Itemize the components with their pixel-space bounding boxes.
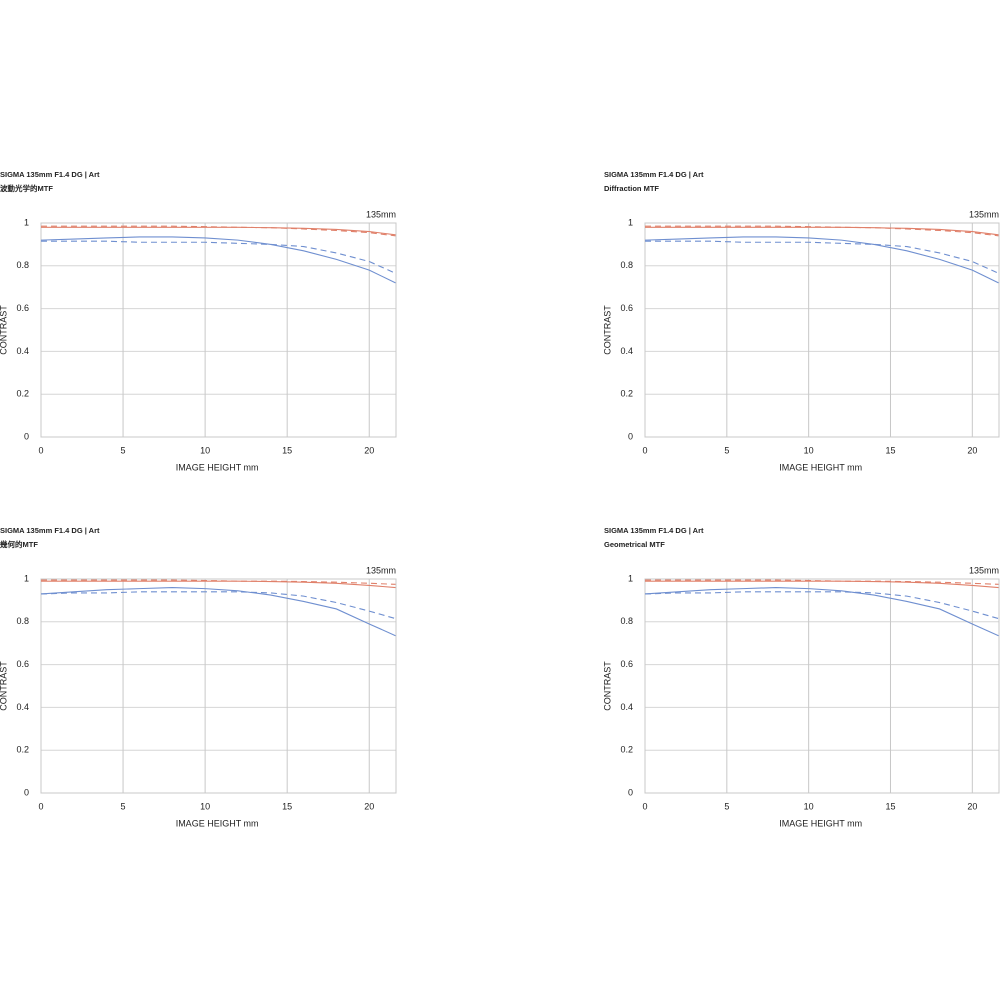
y-tick-label: 0 [628, 787, 633, 797]
y-axis-label: CONTRAST [0, 305, 8, 355]
line-series [40, 591, 396, 620]
y-tick-label: 0.8 [620, 260, 633, 270]
annotation: 135mm [366, 209, 396, 219]
chart-title: SIGMA 135mm F1.4 DG | Art [0, 526, 100, 535]
line-series [645, 579, 999, 585]
y-tick-label: 0.6 [620, 659, 633, 669]
x-tick-label: 10 [200, 801, 210, 811]
y-tick-label: 0.2 [16, 745, 29, 755]
chart-title: SIGMA 135mm F1.4 DG | Art [604, 526, 704, 535]
y-tick-label: 0.2 [620, 389, 633, 399]
line-series [41, 579, 396, 585]
x-tick-label: 5 [724, 445, 729, 455]
chart-title: SIGMA 135mm F1.4 DG | Art [604, 170, 704, 179]
line-series [645, 225, 999, 237]
line-series [41, 225, 396, 237]
y-tick-label: 1 [24, 573, 29, 583]
plot-frame [40, 222, 397, 438]
x-tick-label: 0 [642, 445, 647, 455]
x-axis-label: IMAGE HEIGHT mm [176, 462, 259, 472]
x-tick-label: 10 [804, 801, 814, 811]
chart-title: SIGMA 135mm F1.4 DG | Art [0, 170, 100, 179]
annotation: 135mm [366, 565, 396, 575]
x-axis-label: IMAGE HEIGHT mm [779, 462, 862, 472]
line-series [41, 240, 396, 274]
x-axis-label: IMAGE HEIGHT mm [779, 818, 862, 828]
x-tick-label: 15 [282, 801, 292, 811]
x-tick-label: 20 [364, 445, 374, 455]
x-axis-label: IMAGE HEIGHT mm [176, 818, 259, 828]
x-tick-label: 0 [38, 445, 43, 455]
y-tick-label: 0.2 [16, 389, 29, 399]
chart-subtitle: 幾何的MTF [0, 539, 38, 549]
y-tick-label: 1 [24, 217, 29, 227]
y-axis-label: CONTRAST [602, 305, 612, 355]
annotation: 135mm [969, 565, 999, 575]
y-tick-label: 0.6 [16, 303, 29, 313]
x-tick-label: 20 [967, 445, 977, 455]
x-tick-label: 10 [804, 445, 814, 455]
x-tick-label: 5 [121, 801, 126, 811]
x-tick-label: 5 [724, 801, 729, 811]
x-tick-label: 20 [364, 801, 374, 811]
line-series [644, 591, 999, 620]
plot-frame [40, 578, 397, 794]
line-series [644, 236, 999, 284]
x-tick-label: 0 [38, 801, 43, 811]
x-tick-label: 0 [642, 801, 647, 811]
line-series [644, 587, 999, 637]
chart-subtitle: Diffraction MTF [604, 184, 659, 193]
x-tick-label: 15 [885, 445, 895, 455]
y-axis-label: CONTRAST [0, 661, 8, 711]
y-tick-label: 0.4 [620, 702, 633, 712]
y-tick-label: 0.8 [620, 616, 633, 626]
x-tick-label: 10 [200, 445, 210, 455]
chart-subtitle: Geometrical MTF [604, 540, 665, 549]
y-tick-label: 1 [628, 573, 633, 583]
chart-subtitle: 波動光学的MTF [0, 183, 53, 193]
y-tick-label: 0.2 [620, 745, 633, 755]
x-tick-label: 15 [282, 445, 292, 455]
line-series [645, 240, 999, 274]
y-tick-label: 0.4 [16, 702, 29, 712]
y-tick-label: 0.4 [620, 346, 633, 356]
y-axis-label: CONTRAST [602, 661, 612, 711]
y-tick-label: 0.4 [16, 346, 29, 356]
y-tick-label: 0.6 [16, 659, 29, 669]
plot-frame [644, 222, 1000, 438]
y-tick-label: 0.6 [620, 303, 633, 313]
plot-frame [644, 578, 1000, 794]
y-tick-label: 0 [628, 431, 633, 441]
y-tick-label: 0.8 [16, 260, 29, 270]
x-tick-label: 5 [121, 445, 126, 455]
x-tick-label: 15 [885, 801, 895, 811]
y-tick-label: 1 [628, 217, 633, 227]
x-tick-label: 20 [967, 801, 977, 811]
line-series [40, 587, 396, 637]
y-tick-label: 0 [24, 787, 29, 797]
y-tick-label: 0 [24, 431, 29, 441]
y-tick-label: 0.8 [16, 616, 29, 626]
annotation: 135mm [969, 209, 999, 219]
line-series [40, 236, 396, 284]
